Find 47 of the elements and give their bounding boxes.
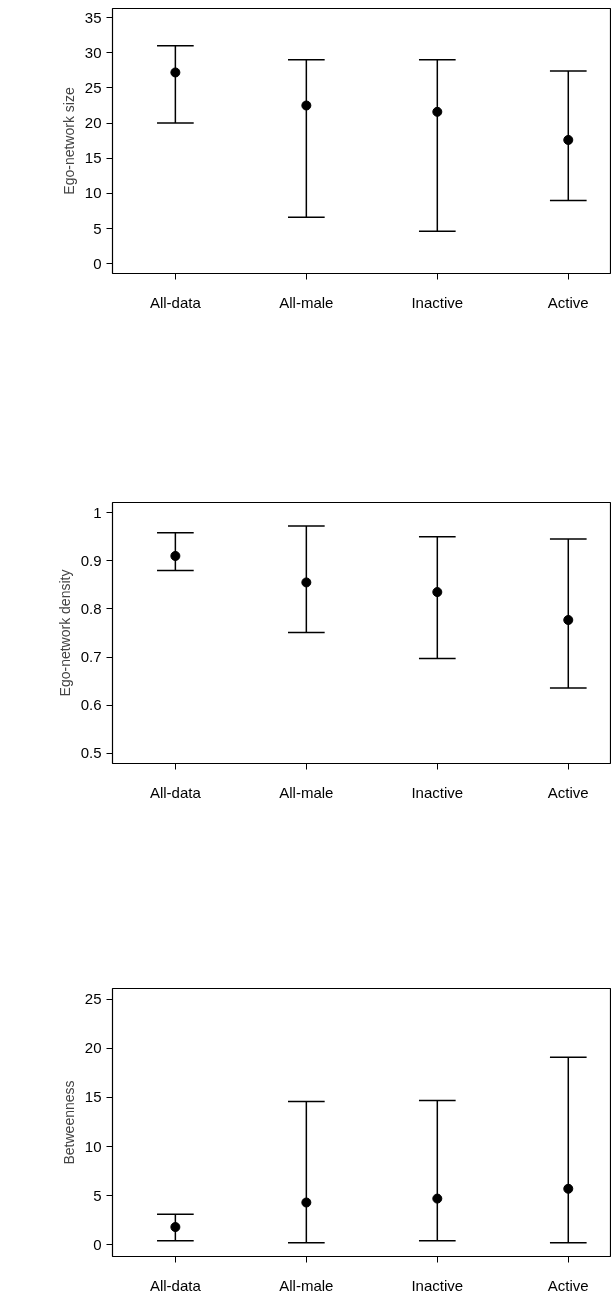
y-tick-label: 10 — [84, 184, 102, 202]
point — [563, 615, 574, 625]
y-tick-label: 5 — [93, 1186, 102, 1204]
point — [301, 1197, 312, 1208]
y-tick-label: 0 — [93, 254, 102, 272]
y-tick-label: 1 — [93, 503, 102, 521]
y-tick-label: 30 — [84, 43, 102, 61]
y-tick-label: 0 — [93, 1235, 102, 1253]
point — [432, 587, 443, 598]
x-tick-label: All-male — [279, 1276, 334, 1294]
point — [170, 550, 181, 561]
x-tick-label: Active — [547, 783, 589, 801]
point — [170, 67, 181, 78]
point — [563, 134, 574, 145]
point — [170, 1222, 181, 1233]
x-tick-label: All-data — [149, 1276, 202, 1294]
y-tick-label: 0.8 — [80, 599, 102, 617]
x-tick-label: All-data — [149, 783, 202, 801]
y-tick-label: 20 — [84, 1039, 102, 1057]
y-tick-label: 20 — [84, 114, 102, 132]
x-tick-label: Active — [547, 1276, 589, 1294]
y-tick-label: 10 — [84, 1137, 102, 1155]
y-axis-title: Ego-network density — [56, 569, 73, 697]
x-tick-label: Inactive — [411, 1276, 464, 1294]
x-tick-label: Inactive — [411, 783, 464, 801]
y-axis-title: Ego-network size — [60, 87, 77, 195]
y-axis-title: Betweenness — [60, 1080, 77, 1165]
y-tick-label: 0.6 — [80, 696, 102, 714]
y-tick-label: 25 — [84, 990, 102, 1008]
y-tick-label: 35 — [84, 8, 102, 26]
point — [432, 106, 443, 117]
y-tick-label: 0.7 — [80, 648, 102, 666]
y-tick-label: 15 — [84, 1088, 102, 1106]
point — [432, 1193, 443, 1204]
x-tick-label: All-data — [149, 293, 202, 311]
x-tick-label: All-male — [279, 783, 334, 801]
y-tick-label: 25 — [84, 78, 102, 96]
point — [301, 100, 312, 111]
x-tick-label: Inactive — [411, 293, 464, 311]
y-tick-label: 15 — [84, 149, 102, 167]
x-tick-label: All-male — [279, 293, 334, 311]
y-tick-label: 0.5 — [80, 744, 102, 762]
x-tick-label: Active — [547, 293, 589, 311]
y-tick-label: 5 — [93, 219, 102, 237]
point — [301, 577, 312, 588]
point — [563, 1183, 574, 1194]
y-tick-label: 0.9 — [80, 551, 102, 569]
